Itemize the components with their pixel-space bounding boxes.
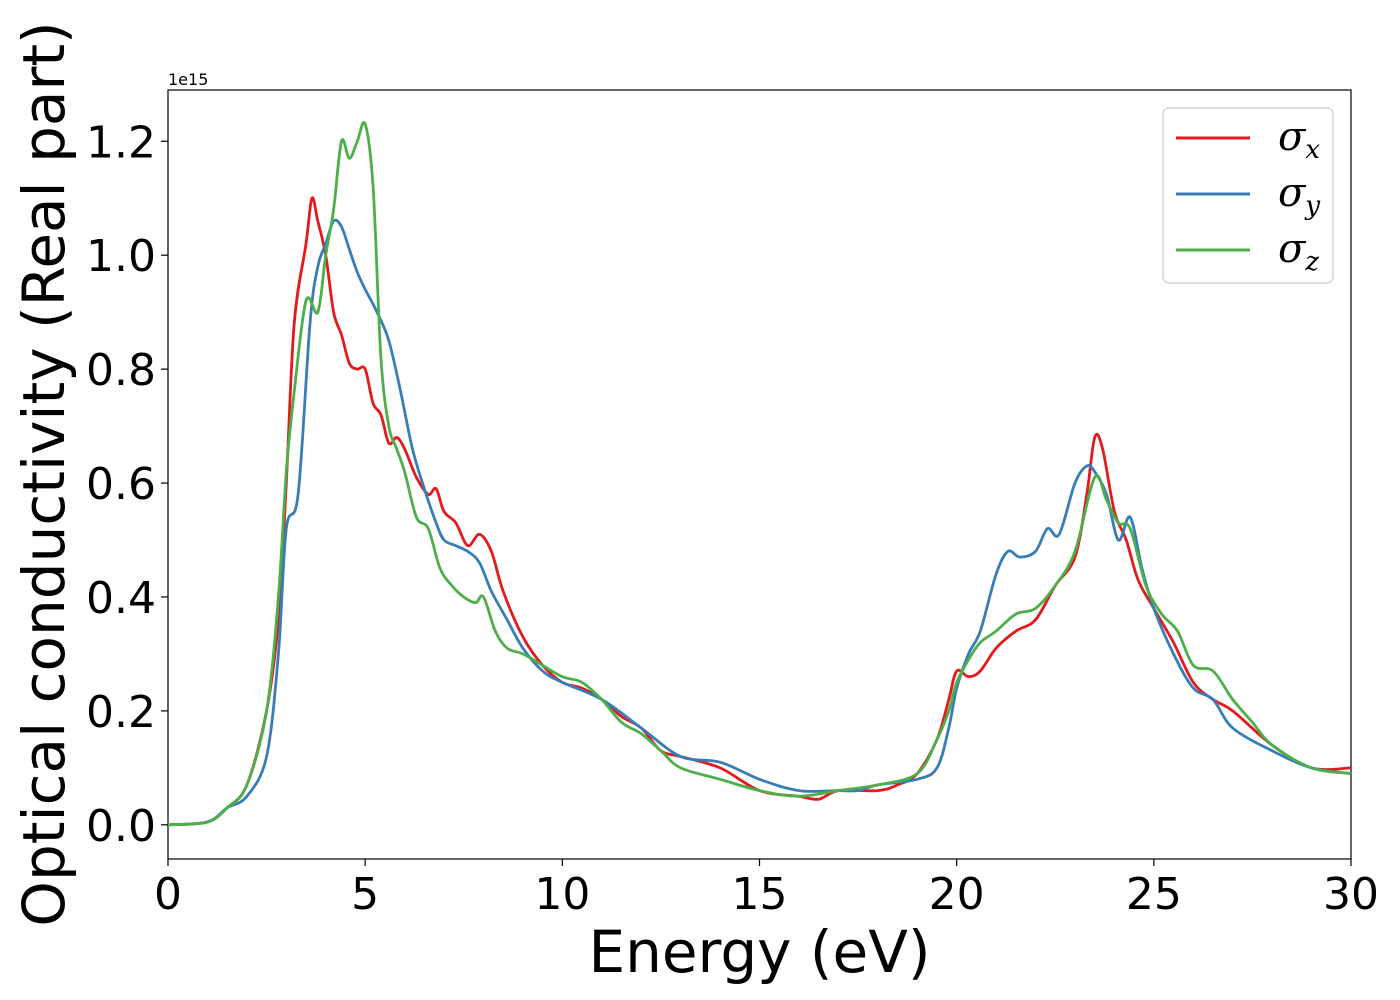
- x-tick-label: 15: [732, 869, 788, 920]
- x-axis-label: Energy (eV): [588, 918, 930, 986]
- x-tick-label: 10: [534, 869, 590, 920]
- x-tick-label: 30: [1323, 869, 1379, 920]
- legend-label-z: σz: [1278, 226, 1319, 277]
- x-tick-label: 20: [929, 869, 985, 920]
- y-tick-label: 0.4: [86, 573, 156, 624]
- x-tick-label: 25: [1126, 869, 1182, 920]
- legend-label-x: σx: [1278, 114, 1320, 165]
- series-layer: [167, 121, 1352, 827]
- x-tick-label: 5: [351, 869, 379, 920]
- y-tick-label: 1.2: [86, 117, 156, 168]
- y-tick-label: 0.6: [86, 459, 156, 510]
- series-line-y: [167, 218, 1352, 827]
- y-tick-label: 0.8: [86, 345, 156, 396]
- y-offset-label: 1e15: [168, 70, 208, 89]
- y-axis-label: Optical conductivity (Real part): [10, 21, 78, 926]
- y-axis-ticks: 0.0 0.2 0.4 0.6 0.8 1.0 1.2: [86, 117, 168, 852]
- y-tick-label: 1.0: [86, 231, 156, 282]
- series-line-z: [167, 121, 1352, 827]
- x-axis-ticks: 0 5 10 15 20 25 30: [154, 859, 1379, 920]
- series-line-x: [167, 196, 1352, 827]
- y-tick-label: 0.2: [86, 687, 156, 738]
- x-tick-label: 0: [154, 869, 182, 920]
- y-tick-label: 0.0: [86, 801, 156, 852]
- legend-label-y: σy: [1278, 170, 1320, 221]
